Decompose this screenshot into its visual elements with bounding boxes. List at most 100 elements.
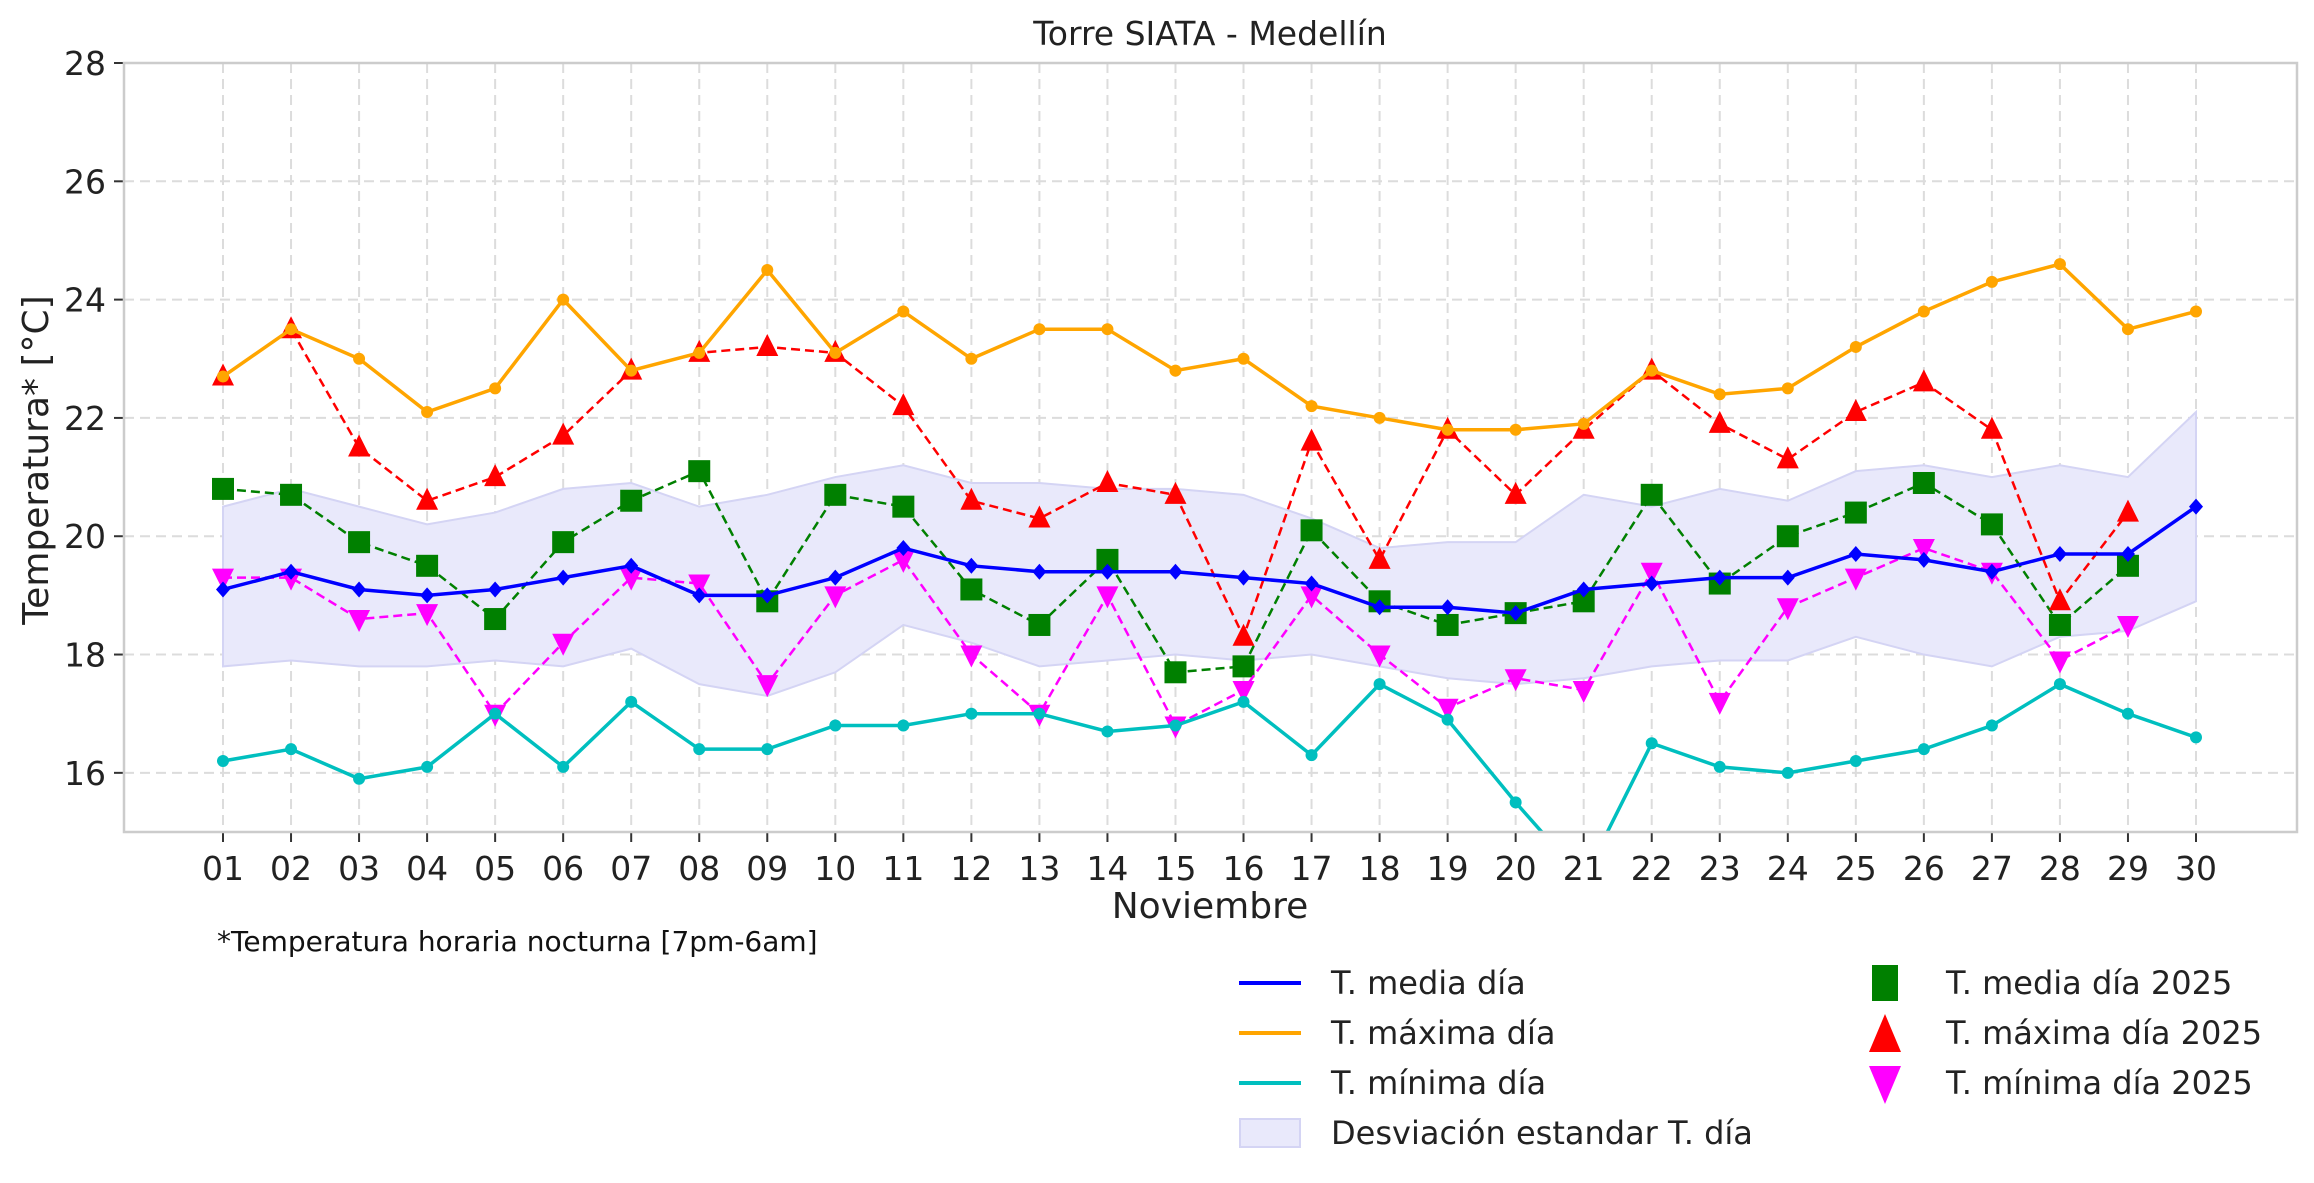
data-point-circle: [421, 760, 434, 773]
data-point-triangle-down: [212, 568, 234, 591]
legend-shape-square: [1872, 965, 1898, 1001]
data-point-circle: [2190, 731, 2202, 744]
legend-shape-triangle-up: [1869, 1014, 1901, 1052]
legend-label: T. media día: [1331, 964, 1526, 1002]
legend-line-icon: [1239, 1081, 1301, 1085]
data-point-diamond: [624, 557, 639, 574]
data-point-triangle-up: [348, 434, 371, 457]
data-point-circle: [1645, 737, 1658, 750]
data-point-triangle-down: [1504, 669, 1527, 692]
data-point-diamond: [760, 587, 775, 604]
data-point-triangle-up: [484, 464, 507, 487]
data-point-square: [892, 495, 915, 518]
data-point-diamond: [216, 581, 230, 598]
data-point-circle: [693, 346, 706, 359]
data-point-circle: [761, 264, 774, 277]
data-point-circle: [1849, 340, 1862, 353]
data-point-circle: [1917, 305, 1930, 318]
plot-area: 16 18 20 22 24 26 28 01 02 03 04 05 06 07 08 09 10 11 12 13…: [64, 44, 2299, 888]
data-point-triangle-down: [2116, 615, 2139, 638]
data-point-square: [1776, 525, 1799, 548]
legend-swatch-square: [1850, 960, 1920, 1006]
legend-item: T. máxima día: [1235, 1010, 1555, 1056]
data-point-circle: [897, 305, 910, 318]
x-tick-label: 19: [1427, 849, 1469, 888]
data-point-circle: [2121, 707, 2134, 720]
data-point-triangle-down: [688, 574, 711, 597]
data-point-square: [1300, 519, 1323, 542]
data-point-square: [1912, 471, 1935, 494]
data-point-square: [1844, 501, 1867, 524]
data-point-circle: [353, 352, 366, 365]
x-tick-label: 12: [950, 849, 992, 888]
x-tick-label: 29: [2107, 849, 2149, 888]
data-point-circle: [1101, 725, 1114, 738]
data-point-circle: [2190, 305, 2202, 318]
data-point-triangle-up: [1708, 410, 1731, 433]
data-point-circle: [489, 707, 502, 720]
x-tick-label: 14: [1086, 849, 1128, 888]
x-tick-label: 27: [1971, 849, 2013, 888]
data-point-diamond: [964, 557, 979, 574]
data-point-square: [484, 608, 507, 631]
data-point-triangle-down: [1572, 681, 1595, 704]
data-point-circle: [1373, 678, 1386, 691]
legend-swatch-line: [1235, 1010, 1305, 1056]
legend-swatch-triangle-down: [1850, 1060, 1920, 1106]
plot-series-group: [212, 258, 2203, 832]
data-point-circle: [693, 743, 706, 756]
data-point-diamond: [420, 587, 435, 604]
data-point-square: [552, 531, 575, 554]
legend-swatch-triangle-up: [1850, 1010, 1920, 1056]
data-point-square: [1980, 513, 2003, 536]
y-tick-label: 22: [64, 399, 106, 438]
x-tick-label: 03: [338, 849, 380, 888]
legend-swatch-line: [1235, 960, 1305, 1006]
data-point-diamond: [284, 563, 299, 580]
data-point-circle: [1713, 760, 1726, 773]
data-point-circle: [2121, 323, 2134, 336]
data-point-triangle-up: [1300, 428, 1323, 451]
chart-title: Torre SIATA - Medellín: [1032, 14, 1387, 53]
data-point-triangle-down: [1300, 586, 1323, 609]
data-point-diamond: [2120, 545, 2135, 562]
data-point-circle: [1509, 796, 1522, 809]
data-point-triangle-down: [756, 675, 779, 698]
x-tick-label: 25: [1835, 849, 1877, 888]
data-point-triangle-down: [1640, 562, 1663, 585]
x-tick-label: 28: [2039, 849, 2081, 888]
data-point-triangle-down: [552, 633, 575, 656]
x-tick-label: 07: [610, 849, 652, 888]
data-point-triangle-down: [960, 645, 983, 668]
data-point-circle: [557, 760, 570, 773]
data-point-triangle-up: [1912, 369, 1935, 392]
data-point-square: [348, 531, 371, 554]
legend-item: T. mínima día 2025: [1850, 1060, 2253, 1106]
data-point-circle: [829, 719, 842, 732]
x-tick-label: 16: [1223, 849, 1265, 888]
data-point-square: [2116, 554, 2139, 577]
data-point-square: [1640, 483, 1663, 506]
legend-marker-icon: [1872, 965, 1898, 1001]
data-point-triangle-down: [2048, 651, 2071, 674]
x-tick-label: 23: [1699, 849, 1741, 888]
x-tick-label: 09: [746, 849, 788, 888]
data-point-triangle-down: [620, 568, 643, 591]
legend-item: T. mínima día: [1235, 1060, 1546, 1106]
data-point-diamond: [692, 587, 707, 604]
x-tick-label: 21: [1563, 849, 1605, 888]
data-point-circle: [489, 382, 502, 395]
data-point-diamond: [1100, 563, 1115, 580]
data-point-diamond: [1644, 575, 1659, 592]
data-point-triangle-up: [2116, 499, 2139, 522]
x-tick-label: 02: [270, 849, 312, 888]
data-point-diamond: [1780, 569, 1795, 586]
data-point-triangle-down: [1232, 681, 1255, 704]
data-point-circle: [1033, 323, 1046, 336]
legend-label: T. mínima día: [1331, 1064, 1547, 1102]
data-point-triangle-up: [2048, 588, 2071, 611]
std-deviation-band: [222, 409, 2197, 697]
x-tick-label: 30: [2175, 849, 2217, 888]
y-tick-label: 24: [64, 281, 106, 320]
data-point-circle: [1441, 423, 1454, 436]
